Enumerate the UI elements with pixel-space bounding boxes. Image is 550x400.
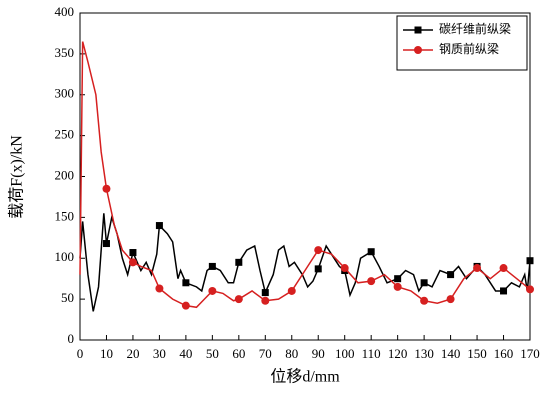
data-point <box>367 248 375 256</box>
series-line <box>79 41 531 309</box>
data-point <box>182 279 190 287</box>
x-tick-label: 120 <box>388 346 408 361</box>
data-point <box>181 301 190 310</box>
x-tick-label: 40 <box>179 346 192 361</box>
data-point <box>500 287 508 295</box>
x-tick-label: 80 <box>285 346 298 361</box>
x-tick-label: 30 <box>153 346 166 361</box>
data-point <box>499 264 508 273</box>
y-tick-label: 250 <box>55 127 75 142</box>
data-point <box>208 262 216 270</box>
x-tick-label: 90 <box>312 346 325 361</box>
legend-marker <box>414 46 422 54</box>
legend-box <box>396 15 528 71</box>
data-point <box>394 275 402 283</box>
y-tick-label: 350 <box>55 45 75 60</box>
data-point <box>367 277 376 286</box>
x-tick-label: 170 <box>520 346 540 361</box>
x-tick-label: 10 <box>100 346 113 361</box>
data-point <box>102 184 111 193</box>
x-tick-label: 150 <box>467 346 487 361</box>
data-point <box>235 258 243 266</box>
y-tick-label: 100 <box>55 249 75 264</box>
x-tick-label: 110 <box>362 346 381 361</box>
data-point <box>102 240 110 248</box>
legend-label: 碳纤维前纵梁 <box>439 21 511 36</box>
x-tick-label: 50 <box>206 346 219 361</box>
data-point <box>473 264 482 273</box>
data-point <box>261 296 270 305</box>
legend-marker <box>414 26 422 34</box>
data-point <box>287 286 296 295</box>
data-point <box>155 284 164 293</box>
data-point <box>420 279 428 287</box>
x-tick-label: 70 <box>259 346 272 361</box>
data-point <box>393 282 402 291</box>
y-tick-label: 300 <box>55 86 75 101</box>
data-point <box>446 295 455 304</box>
data-point <box>261 289 269 297</box>
data-point <box>155 222 163 230</box>
data-point <box>208 286 217 295</box>
x-tick-label: 0 <box>77 346 84 361</box>
x-tick-label: 60 <box>232 346 245 361</box>
x-axis-label: 位移d/mm <box>270 368 340 386</box>
y-tick-label: 150 <box>55 208 75 223</box>
legend-label: 钢质前纵梁 <box>439 41 499 56</box>
x-tick-label: 20 <box>126 346 139 361</box>
y-tick-label: 0 <box>68 331 75 346</box>
data-point <box>447 271 455 279</box>
data-point <box>128 258 137 267</box>
data-point <box>129 249 137 257</box>
y-tick-label: 50 <box>61 290 74 305</box>
series-line <box>79 213 531 312</box>
data-point <box>526 285 534 294</box>
data-point <box>314 246 323 255</box>
data-point <box>340 264 349 273</box>
data-point <box>314 265 322 273</box>
data-point <box>526 257 534 265</box>
x-tick-label: 140 <box>441 346 461 361</box>
y-tick-label: 200 <box>55 167 75 182</box>
x-tick-label: 130 <box>414 346 434 361</box>
x-tick-label: 160 <box>494 346 514 361</box>
data-point <box>420 296 429 305</box>
data-point <box>234 295 243 304</box>
y-tick-label: 400 <box>55 4 75 19</box>
y-axis-label: 载荷F(x)/kN <box>8 135 26 219</box>
x-tick-label: 100 <box>335 346 355 361</box>
